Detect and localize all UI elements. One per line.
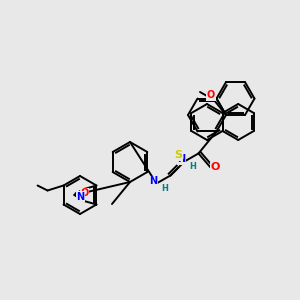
Text: O: O (207, 90, 215, 100)
Text: O: O (211, 163, 220, 172)
Text: H: H (161, 184, 168, 193)
Text: N: N (149, 176, 158, 187)
Text: O: O (80, 188, 88, 199)
Text: N: N (177, 154, 186, 164)
Text: S: S (175, 151, 182, 160)
Text: N: N (76, 191, 85, 202)
Text: H: H (189, 162, 196, 171)
